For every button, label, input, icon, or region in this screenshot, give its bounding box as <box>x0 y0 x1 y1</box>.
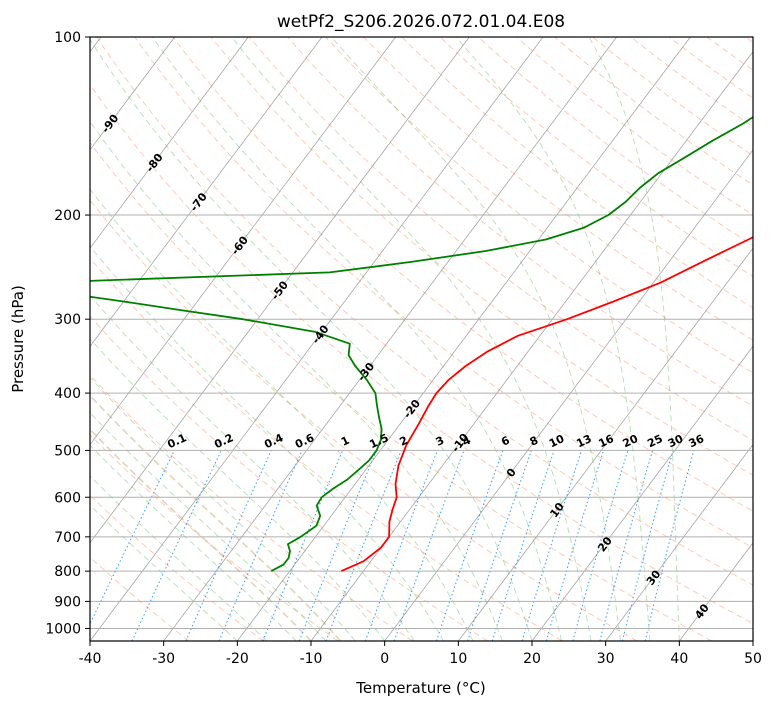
isotherm <box>90 37 249 249</box>
isotherm <box>90 37 175 151</box>
mixing-ratio-line <box>393 450 465 641</box>
mixing-ratio-line <box>218 450 303 641</box>
mixing-ratio-label: 10 <box>547 432 567 450</box>
mixing-ratio-line <box>435 450 504 641</box>
background-lines <box>90 37 753 641</box>
x-tick-label: -20 <box>226 651 249 667</box>
x-tick-label: 0 <box>380 651 389 667</box>
y-axis: 100 200 300 400 500 600 700 800 900 1000 <box>45 30 90 637</box>
mixing-ratio-line <box>467 450 532 641</box>
mixing-ratio-line <box>325 450 402 641</box>
x-tick-label: -40 <box>79 651 102 667</box>
isotherm <box>384 149 753 641</box>
mixing-ratio-line <box>644 450 695 641</box>
mixing-ratio-label: 16 <box>596 432 616 450</box>
y-tick-label: 700 <box>54 530 81 546</box>
moist-adiabat <box>90 412 327 641</box>
x-axis-label: Temperature (°C) <box>355 679 485 697</box>
dry-adiabat <box>90 84 753 625</box>
y-tick-label: 900 <box>54 594 81 610</box>
mixing-ratio-label: 36 <box>687 432 707 450</box>
moist-adiabat <box>151 37 562 641</box>
x-tick-label: -30 <box>152 651 175 667</box>
x-tick-label: 20 <box>523 651 541 667</box>
moist-adiabat <box>90 504 238 641</box>
isotherm <box>90 37 544 641</box>
x-tick-label: 30 <box>597 651 615 667</box>
moist-adiabat <box>90 38 533 641</box>
isotherm <box>605 443 753 641</box>
y-axis-label: Pressure (hPa) <box>9 285 27 393</box>
dry-adiabat <box>363 37 753 341</box>
x-axis: -40 -30 -20 -10 0 10 20 30 40 50 <box>79 641 762 667</box>
x-tick-label: 10 <box>449 651 467 667</box>
isotherm <box>237 37 691 641</box>
mixing-ratio-label: 25 <box>645 432 664 450</box>
moist-adiabat <box>231 37 592 641</box>
isotherm <box>458 247 753 641</box>
dewpoint-profile <box>90 116 753 572</box>
mixing-ratio-line <box>298 450 377 641</box>
moist-adiabat <box>455 37 651 641</box>
mixing-ratio-line <box>545 450 605 641</box>
y-tick-label: 500 <box>54 443 81 459</box>
moist-adiabat <box>331 37 621 641</box>
mixing-ratio-line <box>599 450 654 641</box>
mixing-ratio-label: 30 <box>666 432 686 450</box>
isotherm <box>163 37 617 641</box>
mixing-ratio-label: 13 <box>574 432 593 450</box>
dry-adiabat <box>401 37 753 309</box>
pressure-grid <box>90 37 753 629</box>
y-tick-label: 600 <box>54 490 81 506</box>
isotherm <box>531 345 753 641</box>
x-tick-label: -10 <box>300 651 323 667</box>
dry-adiabat <box>96 37 753 586</box>
mixing-ratio-line <box>572 450 629 641</box>
mixing-ratio-label: 20 <box>621 432 641 450</box>
x-tick-label: 40 <box>670 651 688 667</box>
dry-adiabat <box>248 37 753 441</box>
mixing-ratio-line <box>185 450 272 641</box>
moist-adiabat <box>90 188 474 641</box>
y-tick-label: 400 <box>54 386 81 402</box>
profiles <box>90 116 753 572</box>
dry-adiabat <box>90 374 414 641</box>
x-tick-label: 50 <box>744 651 762 667</box>
dry-adiabat <box>90 141 712 641</box>
isotherm <box>90 37 396 446</box>
y-tick-label: 1000 <box>45 621 81 637</box>
moist-adiabat <box>90 120 503 641</box>
y-tick-label: 300 <box>54 312 81 328</box>
mixing-ratio-line <box>521 450 582 641</box>
moist-adiabat <box>90 444 297 641</box>
y-tick-label: 100 <box>54 30 81 46</box>
temperature-profile <box>340 236 753 572</box>
mixing-ratio-line <box>262 450 344 641</box>
dry-adiabat <box>90 199 638 641</box>
dry-adiabat <box>210 37 753 476</box>
mixing-ratio-line <box>491 450 555 641</box>
mixing-ratio-line <box>364 450 438 641</box>
plot-frame <box>89 36 754 642</box>
chart-title: wetPf2_S206.2026.072.01.04.E08 <box>277 12 565 32</box>
y-tick-label: 200 <box>54 208 81 224</box>
moist-adiabat <box>588 37 680 641</box>
special-adiabat <box>90 394 342 641</box>
isotherm <box>90 37 470 544</box>
y-tick-label: 800 <box>54 564 81 580</box>
mixing-ratio-line <box>621 450 674 641</box>
moist-adiabat <box>90 338 386 641</box>
moist-adiabat <box>90 475 268 641</box>
dry-adiabat <box>172 37 753 512</box>
isotherm <box>90 37 323 347</box>
